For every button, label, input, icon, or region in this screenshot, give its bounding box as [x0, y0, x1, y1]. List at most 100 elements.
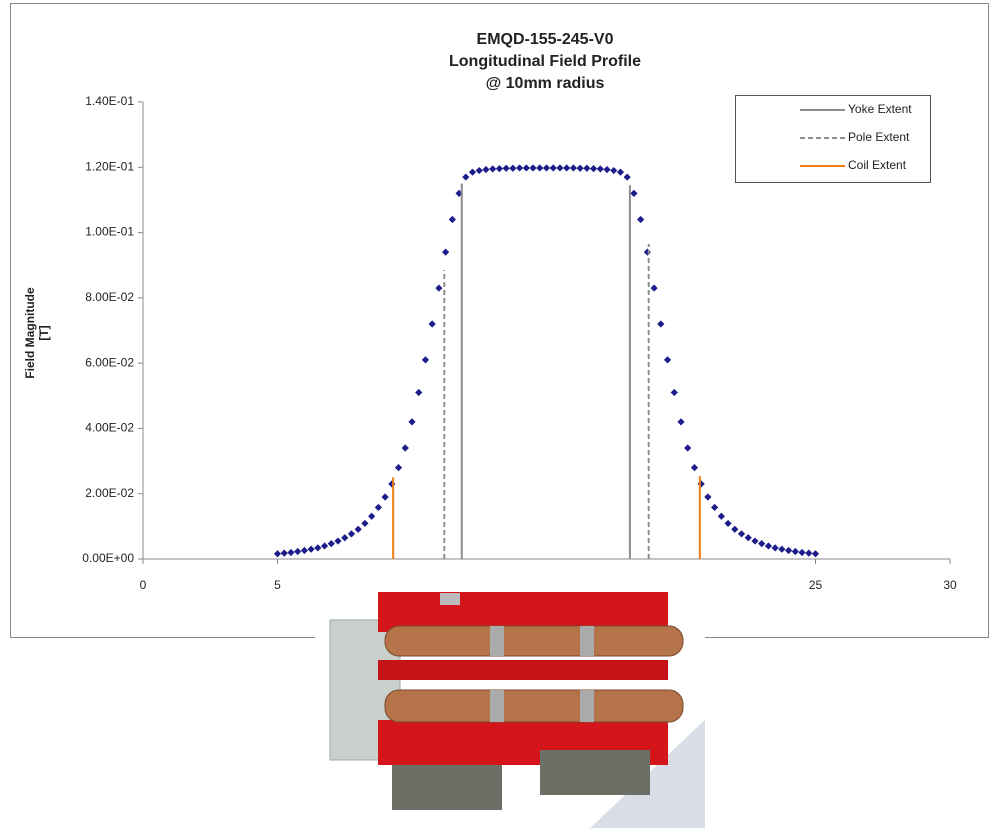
point: [663, 356, 672, 364]
point: [576, 164, 584, 172]
point: [616, 168, 625, 176]
point: [751, 537, 759, 545]
y-tick-label: 8.00E-02: [85, 290, 134, 304]
point: [556, 164, 564, 172]
coil-top: [384, 625, 684, 657]
legend-label: Pole Extent: [848, 130, 910, 144]
point: [677, 418, 685, 426]
point: [731, 525, 739, 533]
point: [334, 537, 342, 545]
point: [287, 548, 295, 557]
point: [637, 215, 645, 224]
point: [354, 525, 362, 533]
point: [778, 545, 786, 553]
point: [347, 530, 356, 538]
point: [690, 464, 699, 472]
y-axis-label: Field Magnitude: [23, 287, 37, 379]
point: [603, 165, 611, 174]
point: [381, 493, 389, 501]
clamp: [440, 593, 460, 605]
y-tick-label: 0.00E+00: [82, 551, 134, 565]
point: [569, 164, 577, 172]
point: [596, 165, 604, 173]
point: [764, 542, 773, 550]
y-tick-label: 1.00E-01: [85, 225, 134, 239]
chart-title: @ 10mm radius: [486, 75, 605, 92]
point: [468, 168, 477, 176]
stand: [392, 765, 502, 810]
point: [737, 530, 746, 538]
point: [758, 540, 766, 548]
point: [475, 166, 483, 175]
chart-title: EMQD-155-245-V0: [477, 31, 614, 48]
point: [610, 166, 618, 175]
stand: [540, 750, 650, 795]
point: [791, 547, 799, 556]
point: [320, 542, 329, 550]
point: [785, 546, 793, 555]
x-tick-label: 5: [274, 578, 281, 592]
point: [529, 164, 537, 172]
point: [448, 215, 456, 224]
point: [563, 164, 571, 172]
point: [408, 418, 416, 426]
y-tick-label: 1.40E-01: [85, 94, 134, 108]
point: [711, 503, 719, 512]
y-tick-label: 6.00E-02: [85, 355, 134, 369]
point: [583, 164, 591, 172]
point: [273, 550, 282, 558]
point: [327, 540, 335, 548]
point: [428, 320, 436, 328]
point: [798, 548, 806, 557]
yoke-mid: [378, 660, 668, 680]
point: [421, 356, 430, 364]
point: [549, 164, 557, 172]
point: [361, 519, 369, 528]
point: [489, 165, 497, 173]
clamp: [580, 690, 594, 722]
point: [401, 444, 409, 452]
point: [435, 284, 443, 292]
point: [462, 173, 470, 181]
point: [805, 549, 813, 557]
point: [495, 164, 504, 173]
x-tick-label: 25: [809, 578, 823, 592]
legend-label: Coil Extent: [848, 158, 907, 172]
clamp: [490, 690, 504, 722]
plot-area: 0.00E+00 2.00E-02 4.00E-02 6.00E-02 8.00E-02…: [82, 94, 957, 592]
clamp: [580, 626, 594, 656]
y-tick-label: 1.20E-01: [85, 159, 134, 173]
point: [522, 164, 530, 172]
y-axis-label: [T]: [37, 325, 51, 340]
legend-entries: Yoke Extent Pole Extent Coil Extent: [800, 102, 912, 172]
x-tick-label: 0: [140, 578, 147, 592]
point: [650, 284, 658, 292]
extent-line: [460, 183, 631, 559]
point: [442, 248, 450, 256]
point: [589, 164, 598, 173]
point: [657, 320, 665, 328]
point: [630, 189, 638, 197]
point: [502, 164, 510, 172]
point: [684, 444, 692, 452]
point: [704, 493, 712, 501]
point: [482, 165, 490, 174]
point: [811, 550, 820, 558]
point: [771, 544, 779, 552]
point: [294, 547, 302, 556]
chart-title: Longitudinal Field Profile: [449, 53, 641, 70]
magnet-photo: [315, 588, 705, 828]
legend-label: Yoke Extent: [848, 102, 912, 116]
point: [314, 544, 322, 552]
point: [341, 534, 349, 542]
x-tick-label: 30: [943, 578, 957, 592]
point: [717, 512, 725, 520]
point: [307, 545, 315, 553]
point: [623, 173, 631, 181]
point: [374, 503, 382, 512]
point: [536, 164, 544, 172]
point: [542, 164, 551, 172]
point: [300, 546, 308, 555]
